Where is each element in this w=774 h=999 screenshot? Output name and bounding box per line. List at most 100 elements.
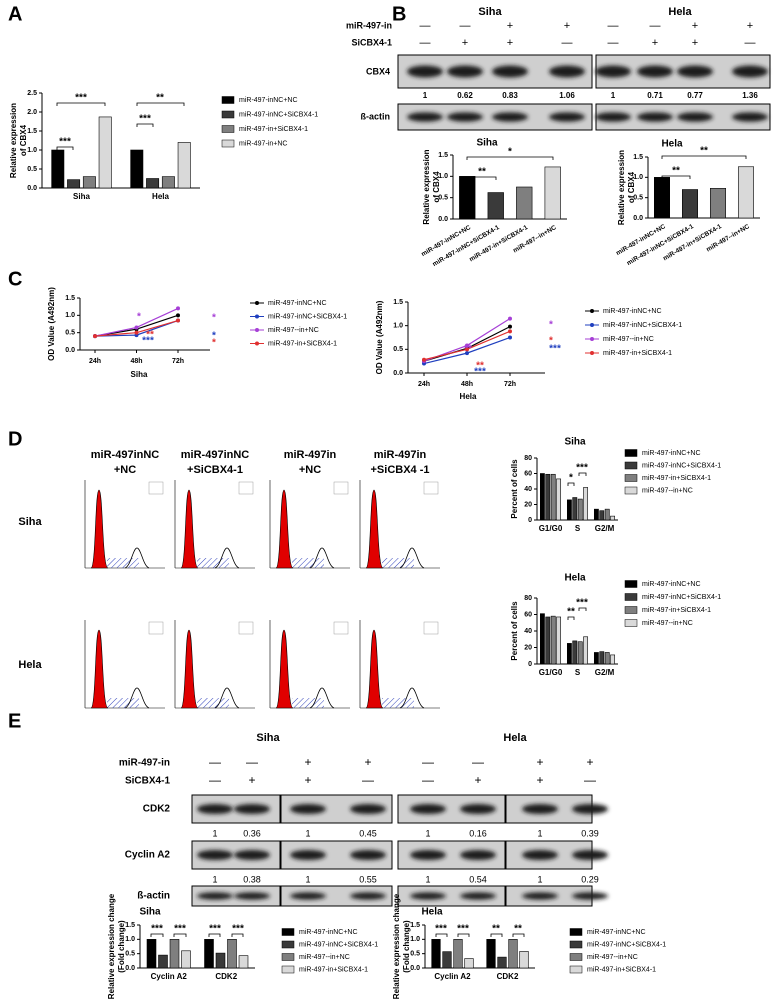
band	[637, 65, 673, 78]
data-point	[134, 330, 139, 335]
legend-swatch	[624, 486, 638, 495]
band	[572, 803, 608, 815]
y-axis-label: OD Value (A492nm)	[47, 287, 56, 361]
y-axis-label: Percent of cells	[510, 601, 519, 661]
bar	[181, 950, 191, 969]
band	[410, 849, 446, 861]
bar	[146, 939, 157, 969]
x-tick-label: 72h	[172, 358, 184, 365]
significance-bracket	[661, 155, 747, 159]
data-point	[176, 306, 180, 311]
legend-swatch	[281, 940, 295, 949]
bar	[566, 643, 572, 665]
bar	[459, 176, 476, 220]
bar	[572, 497, 578, 521]
y-tick-label: 80	[524, 595, 532, 602]
sign: +	[304, 773, 311, 787]
significance: ***	[549, 344, 561, 355]
significance-bracket	[578, 472, 587, 476]
sign: —	[246, 755, 258, 769]
bar	[709, 188, 726, 219]
significance-bracket	[435, 933, 448, 937]
significance: **	[492, 924, 500, 935]
y-tick-label: 0.5	[633, 195, 643, 202]
y-tick-label: 60	[524, 470, 532, 477]
band	[407, 65, 443, 78]
significance: *	[569, 473, 573, 484]
y-tick-label: 1.0	[633, 174, 643, 181]
band	[447, 65, 483, 78]
band	[460, 892, 496, 900]
data-point	[508, 324, 512, 329]
bar	[130, 149, 144, 189]
legend-label: miR-497--in+NC	[587, 954, 638, 961]
significance: *	[137, 312, 141, 323]
column-header: miR-497inNC	[91, 449, 160, 461]
x-tick-label: Siha	[73, 192, 90, 201]
y-tick-label: 0.0	[633, 215, 643, 222]
blot	[397, 885, 506, 907]
flow-g1-peak	[365, 489, 384, 569]
y-tick-label: 2.5	[27, 90, 37, 97]
y-tick-label: 1.5	[410, 922, 420, 929]
band	[460, 849, 496, 861]
cell-line: Hela	[503, 732, 527, 744]
y-axis-label: Percent of cells	[510, 459, 519, 519]
legend-swatch	[281, 953, 295, 961]
column-header: +NC	[299, 464, 321, 476]
sign: —	[584, 773, 596, 787]
legend-marker	[590, 337, 594, 341]
y-tick-label: 0	[528, 517, 532, 524]
legend-label: miR-497-inNC+NC	[642, 581, 701, 588]
band	[407, 112, 443, 122]
band	[595, 112, 631, 122]
bar	[550, 615, 556, 665]
column-header: miR-497inNC	[181, 449, 250, 461]
band	[549, 112, 585, 122]
significance: *	[212, 338, 216, 349]
flow-g2-peak	[399, 547, 425, 569]
bar	[681, 189, 698, 219]
x-tick-label: S	[575, 668, 581, 677]
y-tick-label: 40	[524, 628, 532, 635]
significance-bracket	[136, 123, 154, 127]
band	[350, 849, 386, 861]
significance: ***	[576, 598, 588, 609]
band	[290, 849, 326, 861]
sign: +	[474, 773, 481, 787]
x-tick-label: G1/G0	[539, 668, 563, 677]
band	[234, 849, 270, 861]
y-tick-label: 60	[524, 611, 532, 618]
column-header: miR-497in	[284, 449, 337, 461]
legend-label: miR-497--in+NC	[299, 954, 350, 961]
y-tick-label: 80	[524, 455, 532, 462]
x-tick-label: Cyclin A2	[434, 972, 471, 981]
bar	[227, 939, 237, 969]
y-tick-label: 1.0	[27, 147, 37, 154]
band	[447, 112, 483, 122]
bar	[550, 473, 556, 521]
legend-marker	[255, 301, 259, 305]
band	[732, 112, 768, 122]
sign: —	[209, 755, 221, 769]
ratio: 0.39	[581, 828, 599, 838]
cell-line: Siha	[478, 6, 502, 18]
panel-letter: D	[8, 428, 22, 450]
y-axis-label: of CBX4	[627, 171, 636, 203]
flow-legend	[333, 621, 349, 635]
x-tick-label: G2/M	[595, 668, 615, 677]
bar	[158, 954, 168, 969]
flow-g2-peak	[124, 687, 150, 709]
y-tick-label: 1.5	[393, 299, 403, 306]
flow-legend	[238, 481, 254, 495]
legend-swatch	[624, 606, 638, 614]
significance-bracket	[490, 933, 503, 937]
y-axis-label: OD Value (A492nm)	[375, 300, 384, 374]
bar	[177, 142, 191, 189]
y-tick-label: 1.5	[125, 922, 135, 929]
legend-swatch	[569, 940, 583, 949]
significance: **	[567, 607, 575, 618]
legend-label: miR-497-inNC+NC	[603, 308, 662, 315]
sign: +	[462, 37, 468, 49]
